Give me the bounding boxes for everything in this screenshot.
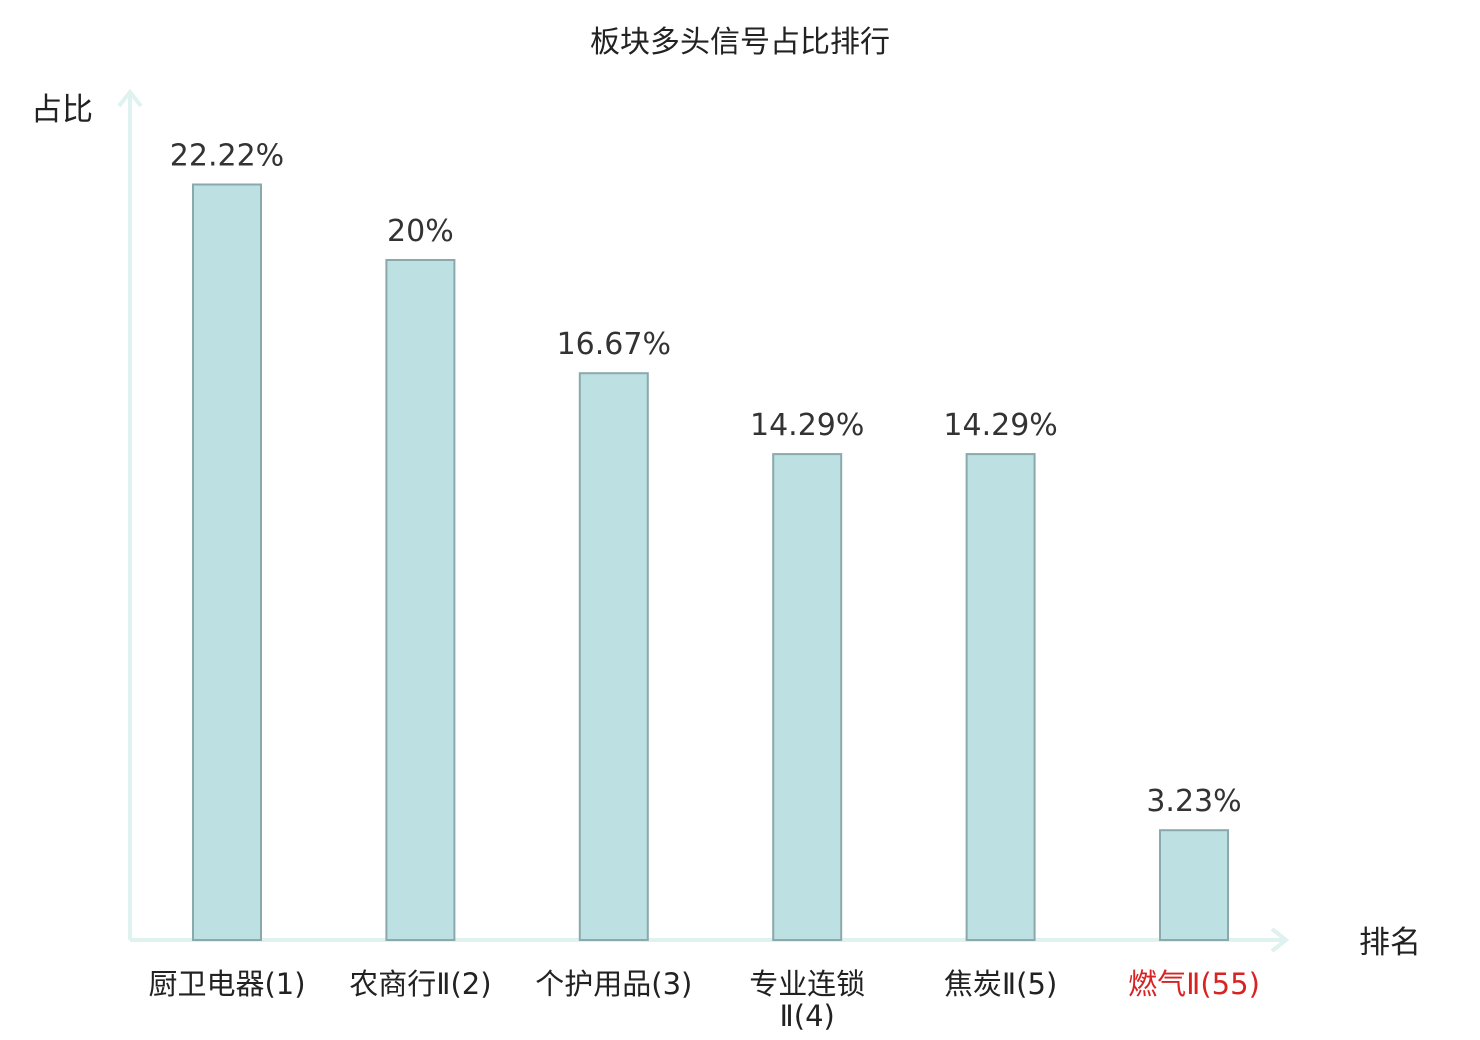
x-tick-label-line: 农商行Ⅱ(2) — [349, 967, 491, 1001]
x-axis-label: 排名 — [1359, 925, 1421, 961]
bar-value-label: 16.67% — [557, 327, 671, 362]
bar — [772, 453, 843, 941]
bar-value-label: 20% — [387, 214, 454, 249]
x-tick-label-line: 焦炭Ⅱ(5) — [944, 967, 1057, 1001]
bar — [385, 259, 456, 941]
bar-value-label: 22.22% — [170, 139, 284, 174]
y-axis-arrow — [117, 88, 143, 108]
x-tick-label: 专业连锁 Ⅱ(4) — [749, 967, 865, 1033]
x-tick-label-line: 燃气Ⅱ(55) — [1128, 967, 1260, 1001]
x-tick-label-line: 厨卫电器(1) — [148, 967, 305, 1001]
bar — [1159, 829, 1229, 942]
x-tick-label-line: 个护用品(3) — [535, 967, 692, 1001]
x-tick-label: 焦炭Ⅱ(5) — [944, 967, 1057, 1001]
x-tick-label-line: 专业连锁 — [749, 967, 865, 1001]
x-tick-label: 个护用品(3) — [535, 967, 692, 1001]
value-labels-group: 22.22% 20% 16.67% 14.29% 14.29% 3.23% — [170, 139, 1242, 820]
bar-value-label: 3.23% — [1146, 784, 1241, 819]
bar — [192, 183, 262, 941]
x-axis-arrow — [1270, 927, 1290, 953]
x-tick-label: 厨卫电器(1) — [148, 967, 305, 1001]
bar — [578, 372, 649, 941]
category-labels-group: 厨卫电器(1) 农商行Ⅱ(2) 个护用品(3) 专业连锁 Ⅱ(4) 焦炭Ⅱ(5) 燃气Ⅱ(5… — [148, 967, 1259, 1033]
axes — [117, 88, 1290, 953]
x-tick-label: 农商行Ⅱ(2) — [349, 967, 491, 1001]
bar-value-label: 14.29% — [750, 408, 864, 443]
bar-value-label: 14.29% — [943, 408, 1057, 443]
bars-group — [192, 183, 1229, 942]
chart-title: 板块多头信号占比排行 — [590, 25, 890, 60]
x-tick-label: 燃气Ⅱ(55) — [1128, 967, 1260, 1001]
y-axis-label: 占比 — [31, 92, 93, 128]
x-tick-label-line: Ⅱ(4) — [780, 999, 835, 1033]
bar — [965, 453, 1036, 941]
